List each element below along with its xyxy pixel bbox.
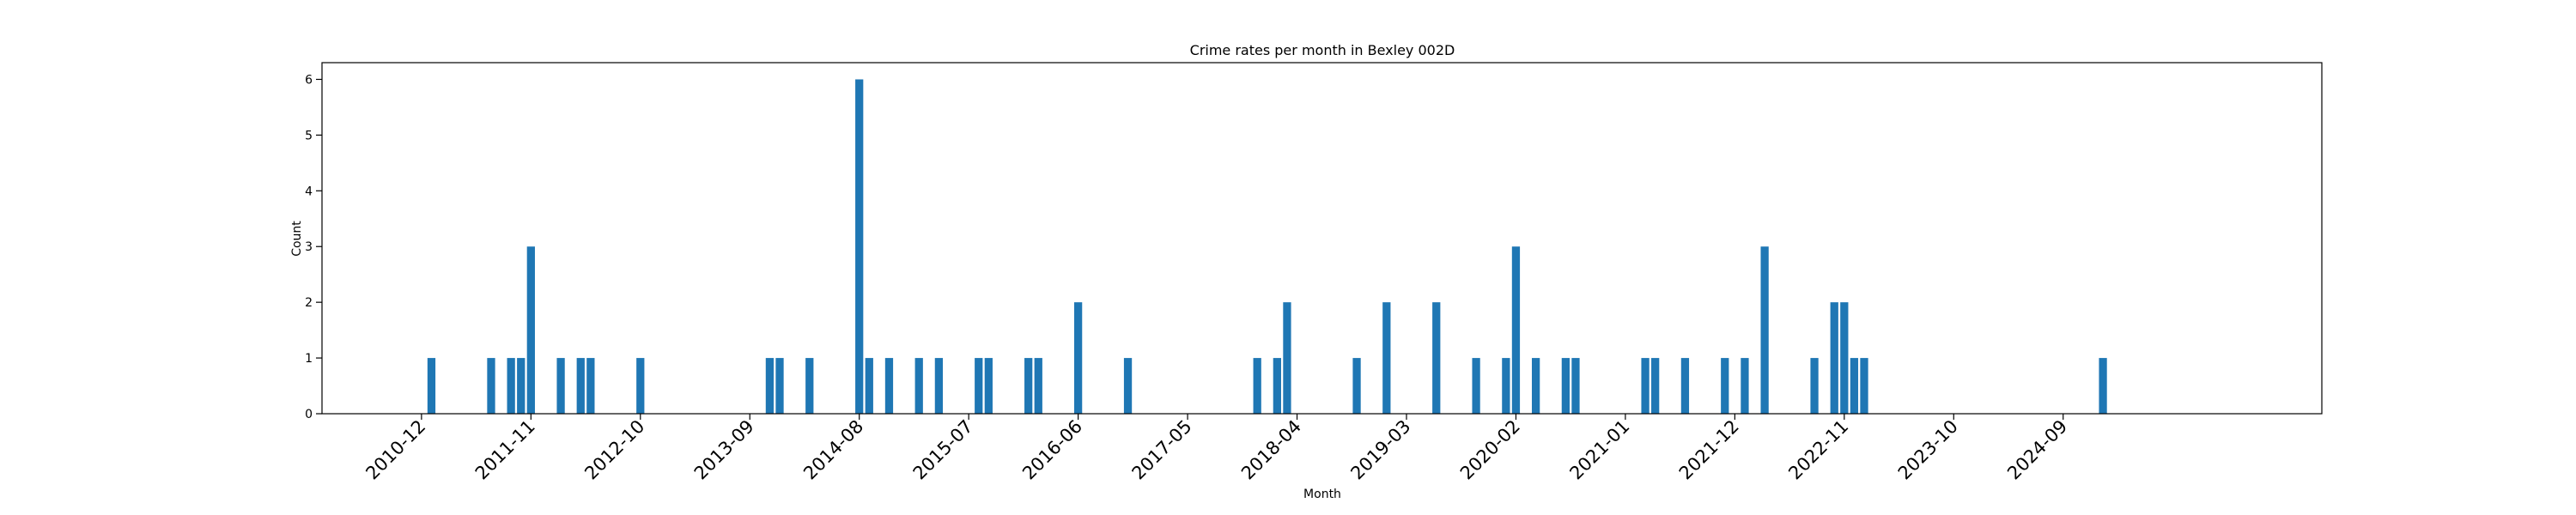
y-tick-label: 0 xyxy=(305,408,313,421)
y-tick-label: 3 xyxy=(305,240,313,254)
bar xyxy=(1432,302,1441,414)
bar xyxy=(975,358,983,414)
bar xyxy=(1034,358,1042,414)
bar xyxy=(765,358,775,414)
bar xyxy=(586,358,595,414)
bar xyxy=(934,358,944,414)
bar xyxy=(1073,302,1083,414)
bar xyxy=(1024,358,1033,414)
bar xyxy=(855,79,864,414)
bar xyxy=(884,358,894,414)
y-tick-label: 5 xyxy=(305,129,313,142)
y-tick-label: 1 xyxy=(305,352,313,366)
bar xyxy=(1123,358,1133,414)
y-axis: 0 1 2 3 4 5 6 xyxy=(305,73,322,421)
bar xyxy=(1680,358,1690,414)
bar xyxy=(1721,358,1729,414)
bar xyxy=(1472,358,1480,414)
bar xyxy=(526,246,535,414)
bar xyxy=(1760,246,1769,414)
bar xyxy=(1283,302,1291,414)
bar xyxy=(556,358,565,414)
bar xyxy=(775,358,784,414)
bar xyxy=(1830,302,1838,414)
bar xyxy=(636,358,645,414)
bar xyxy=(1511,246,1521,414)
bar xyxy=(576,358,585,414)
bar xyxy=(1253,358,1261,414)
bar xyxy=(517,358,526,414)
bars-group xyxy=(427,79,2107,414)
bar xyxy=(984,358,993,414)
bar xyxy=(1273,358,1281,414)
plot-area-frame xyxy=(321,62,2323,415)
bar xyxy=(1561,358,1571,414)
y-tick-label: 2 xyxy=(305,296,313,310)
bar xyxy=(1382,302,1391,414)
bar xyxy=(1810,358,1819,414)
bar xyxy=(914,358,923,414)
bar xyxy=(1860,358,1868,414)
bar xyxy=(1352,358,1361,414)
bar xyxy=(507,358,515,414)
bar xyxy=(427,358,436,414)
y-tick-label: 4 xyxy=(305,185,313,198)
bar xyxy=(1641,358,1649,414)
bar xyxy=(865,358,873,414)
bar xyxy=(1651,358,1660,414)
bar xyxy=(1502,358,1510,414)
bar xyxy=(2099,358,2107,414)
y-axis-label: Count xyxy=(290,221,304,257)
bar xyxy=(1571,358,1580,414)
bar xyxy=(1531,358,1540,414)
bar xyxy=(805,358,814,414)
bar xyxy=(1840,302,1849,414)
bar xyxy=(487,358,495,414)
x-axis-label: Month xyxy=(1303,488,1341,501)
chart-title: Crime rates per month in Bexley 002D xyxy=(1190,42,1455,58)
y-tick-label: 6 xyxy=(305,73,313,87)
bar xyxy=(1850,358,1859,414)
bar xyxy=(1741,358,1749,414)
